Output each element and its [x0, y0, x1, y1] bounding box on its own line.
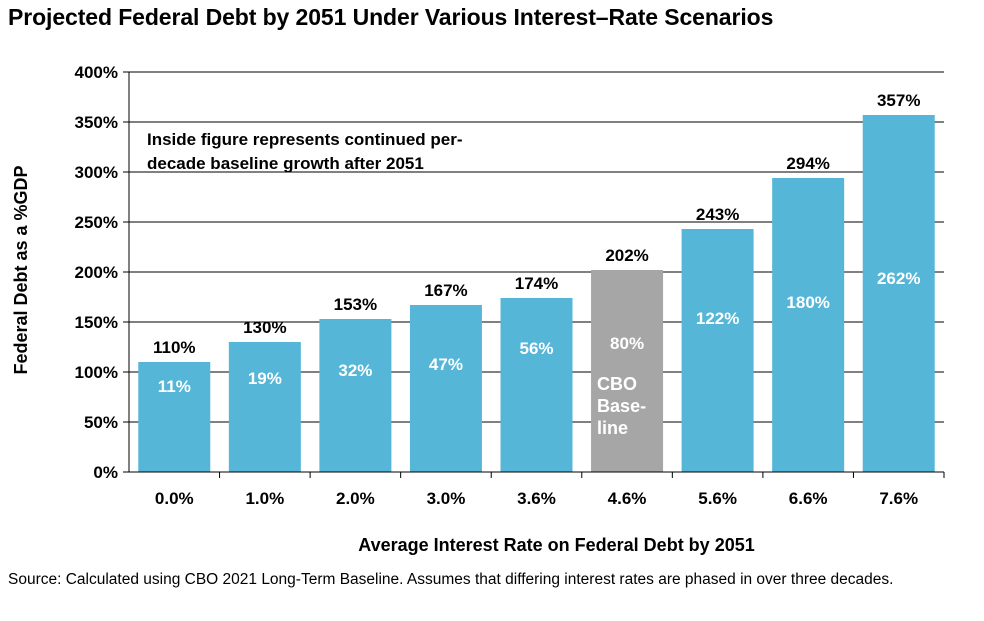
x-tick-label: 3.6%	[517, 489, 556, 508]
x-tick-label: 2.0%	[336, 489, 375, 508]
y-tick-label: 200%	[75, 263, 118, 282]
bar	[772, 178, 845, 472]
bar	[138, 362, 211, 472]
value-label: 110%	[153, 338, 196, 357]
y-tick-label: 100%	[75, 363, 118, 382]
bar	[591, 270, 664, 472]
inside-label: 56%	[519, 339, 553, 358]
x-tick-label: 5.6%	[698, 489, 737, 508]
bar	[319, 319, 392, 472]
y-tick-label: 250%	[75, 213, 118, 232]
value-label: 153%	[334, 295, 377, 314]
y-tick-label: 0%	[93, 463, 118, 482]
x-tick-label: 7.6%	[879, 489, 918, 508]
y-tick-label: 350%	[75, 113, 118, 132]
value-label: 202%	[605, 246, 648, 265]
y-tick-label: 300%	[75, 163, 118, 182]
x-tick-label: 6.6%	[789, 489, 828, 508]
value-label: 130%	[243, 318, 286, 337]
inside-label: 47%	[429, 355, 463, 374]
value-label: 294%	[786, 154, 829, 173]
x-tick-label: 0.0%	[155, 489, 194, 508]
bar	[862, 115, 935, 472]
annotation-text: Inside figure represents continued per-	[147, 130, 463, 149]
bar-chart: 0% 50% 100% 150% 200% 250% 300% 350% 400% 0.0% 110…	[11, 63, 945, 555]
chart-title: Projected Federal Debt by 2051 Under Var…	[8, 4, 774, 30]
labels: 0% 50% 100% 150% 200% 250% 300% 350% 400% 0.0% 110…	[11, 63, 920, 555]
inside-label: 11%	[158, 377, 191, 396]
source-note: Source: Calculated using CBO 2021 Long-T…	[8, 571, 894, 588]
value-label: 174%	[515, 274, 558, 293]
x-axis-title: Average Interest Rate on Federal Debt by…	[358, 535, 754, 555]
inside-label: 32%	[338, 361, 372, 380]
y-tick-label: 400%	[75, 63, 118, 82]
bar	[500, 298, 573, 472]
value-label: 243%	[696, 205, 739, 224]
value-label: 167%	[424, 281, 467, 300]
y-tick-label: 150%	[75, 313, 118, 332]
inside-label: 262%	[877, 269, 920, 288]
x-tick-label: 4.6%	[608, 489, 647, 508]
inside-label: 80%	[610, 334, 644, 353]
y-tick-label: 50%	[84, 413, 118, 432]
baseline-label: Base-	[597, 396, 646, 416]
inside-label: 122%	[696, 309, 739, 328]
baseline-label: CBO	[597, 374, 637, 394]
baseline-label: line	[597, 418, 628, 438]
x-tick-label: 3.0%	[427, 489, 466, 508]
bar	[409, 305, 482, 472]
annotation-text: decade baseline growth after 2051	[147, 154, 424, 173]
x-tick-label: 1.0%	[245, 489, 284, 508]
inside-label: 180%	[786, 293, 829, 312]
bars	[138, 115, 935, 472]
bar	[228, 342, 301, 472]
axes	[123, 71, 945, 478]
bar	[681, 229, 754, 472]
inside-label: 19%	[248, 369, 282, 388]
y-axis-title: Federal Debt as a %GDP	[11, 165, 31, 374]
value-label: 357%	[877, 91, 920, 110]
